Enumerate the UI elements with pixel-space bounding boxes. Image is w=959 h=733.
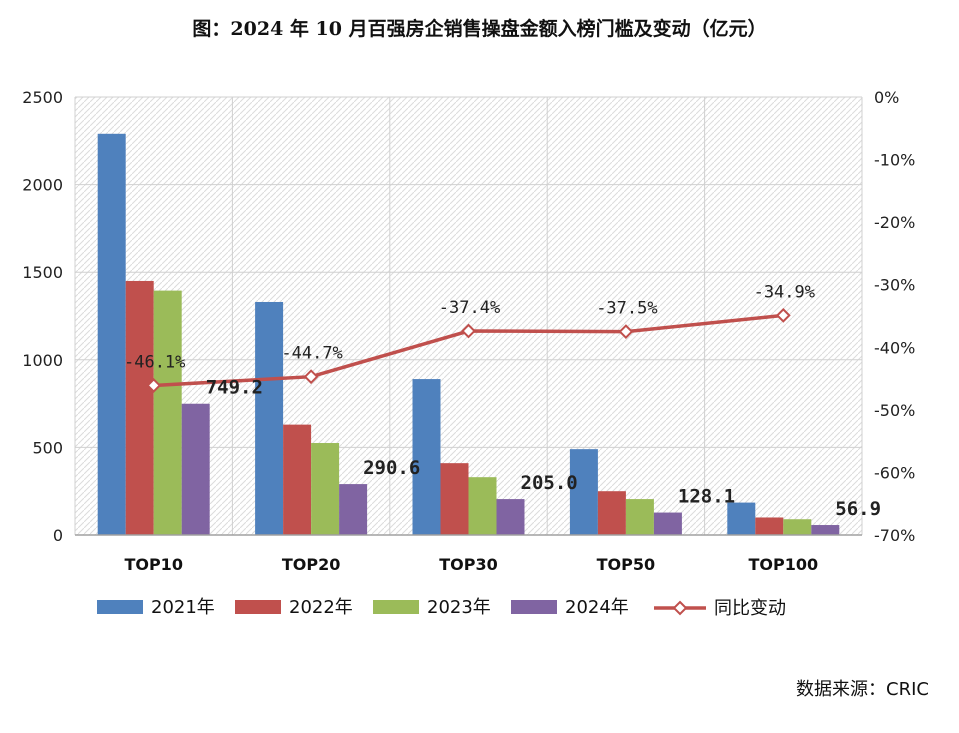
left-axis-tick-label: 1500 xyxy=(22,263,63,282)
bar-value-label: 205.0 xyxy=(521,472,578,494)
bar-top100-2022年 xyxy=(755,517,784,535)
yoy-value-label: -46.1% xyxy=(124,352,185,372)
bar-top10-2024年 xyxy=(181,403,210,535)
bar-top30-2024年 xyxy=(496,499,525,535)
bar-top50-2021年 xyxy=(569,449,598,535)
right-axis-tick-label: -70% xyxy=(874,526,915,545)
bar-top50-2023年 xyxy=(625,499,654,535)
bar-top10-2021年 xyxy=(97,133,126,536)
data-labels: 749.2 290.6 205.0 128.1 56.9 -46.1% -44.7% -37.… xyxy=(124,282,881,520)
left-axis-tick-label: 2000 xyxy=(22,176,63,195)
bar-top20-2023年 xyxy=(311,443,340,535)
legend-label: 2022年 xyxy=(289,597,353,618)
bar-value-label: 128.1 xyxy=(678,486,735,508)
bar-top20-2022年 xyxy=(283,424,312,535)
legend-swatch xyxy=(511,600,557,614)
right-axis-tick-label: -50% xyxy=(874,401,915,420)
right-axis-tick-label: -30% xyxy=(874,276,915,295)
right-axis-tick-label: 0% xyxy=(874,88,899,107)
right-axis-tick-label: -40% xyxy=(874,338,915,357)
bar-top20-2024年 xyxy=(339,484,368,535)
yoy-value-label: -37.5% xyxy=(596,299,657,319)
yoy-marker xyxy=(775,307,791,323)
bar-value-label: 290.6 xyxy=(363,457,420,479)
legend-swatch xyxy=(373,600,419,614)
bars xyxy=(97,133,840,536)
bar-top100-2023年 xyxy=(783,519,812,535)
legend-label: 2023年 xyxy=(427,597,491,618)
bar-top100-2021年 xyxy=(727,502,756,535)
bar-top50-2022年 xyxy=(597,491,626,535)
legend-label: 同比变动 xyxy=(714,598,786,619)
left-axis-tick-label: 0 xyxy=(53,526,63,545)
bar-top10-2023年 xyxy=(153,290,182,535)
axes: 0 500 1000 1500 2000 2500 0% -10% -20% -30% -40% -5… xyxy=(22,88,915,574)
yoy-marker xyxy=(146,378,162,393)
bar-top30-2021年 xyxy=(412,379,441,535)
legend-label: 2021年 xyxy=(151,597,215,618)
left-axis-tick-label: 500 xyxy=(32,438,63,457)
chart-title: 图：2024 年 10 月百强房企销售操盘金额入榜门槛及变动（亿元） xyxy=(192,18,767,40)
bar-top50-2024年 xyxy=(653,512,682,535)
category-label: TOP20 xyxy=(282,555,341,574)
left-axis-tick-label: 1000 xyxy=(22,351,63,370)
left-axis-tick-label: 2500 xyxy=(22,88,63,107)
category-label: TOP50 xyxy=(597,555,656,574)
right-axis-tick-label: -10% xyxy=(874,151,915,170)
bar-top20-2021年 xyxy=(255,301,284,535)
legend-label: 2024年 xyxy=(565,597,629,618)
category-label: TOP100 xyxy=(748,555,818,574)
legend-line-marker xyxy=(672,600,688,616)
yoy-value-label: -34.9% xyxy=(754,282,815,302)
bar-top30-2023年 xyxy=(468,477,497,535)
bar-value-label: 749.2 xyxy=(206,377,263,399)
yoy-value-label: -37.4% xyxy=(439,298,500,318)
right-axis-tick-label: -60% xyxy=(874,463,915,482)
bar-top10-2022年 xyxy=(125,280,154,535)
category-label: TOP10 xyxy=(124,555,183,574)
bar-top100-2024年 xyxy=(811,525,840,535)
category-label: TOP30 xyxy=(439,555,498,574)
legend: 2021年 2022年 2023年 2024年 同比变动 xyxy=(97,597,786,619)
yoy-marker xyxy=(618,324,634,340)
yoy-line xyxy=(146,307,791,393)
bar-value-label: 56.9 xyxy=(835,498,881,520)
source-note: 数据来源：CRIC xyxy=(796,679,929,700)
legend-swatch xyxy=(97,600,143,614)
yoy-marker xyxy=(461,323,476,339)
yoy-marker xyxy=(303,369,319,385)
yoy-value-label: -44.7% xyxy=(281,344,342,364)
right-axis-tick-label: -20% xyxy=(874,213,915,232)
bar-top30-2022年 xyxy=(440,463,469,535)
legend-swatch xyxy=(235,600,281,614)
